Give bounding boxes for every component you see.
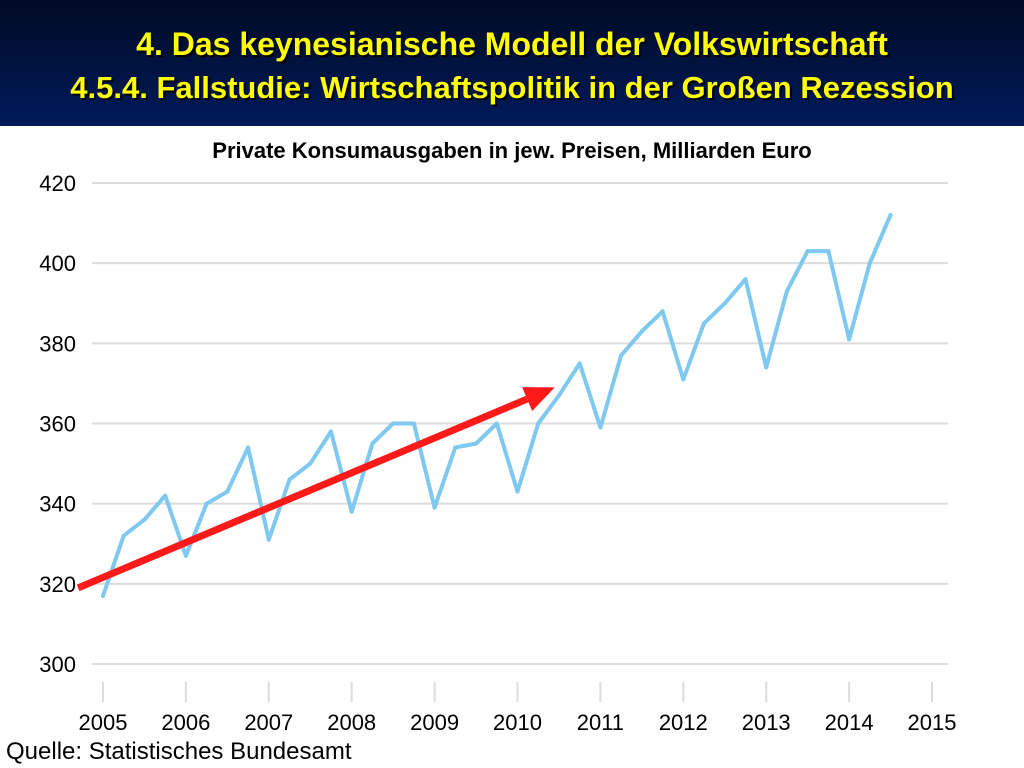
- x-tick-label: 2011: [577, 710, 624, 735]
- data-point: [536, 421, 541, 426]
- data-point: [411, 421, 416, 426]
- trend-arrow-line: [76, 395, 529, 592]
- x-tick-label: 2010: [493, 710, 542, 735]
- slide-subtitle: 4.5.4. Fallstudie: Wirtschaftspolitik in…: [70, 70, 954, 105]
- source-note: Quelle: Statistisches Bundesamt: [6, 738, 352, 765]
- data-point: [163, 493, 168, 498]
- chart-title: Private Konsumausgaben in jew. Preisen, …: [212, 138, 812, 163]
- data-point: [639, 329, 644, 334]
- data-point: [494, 421, 499, 426]
- x-tick-label: 2013: [742, 710, 791, 735]
- data-point: [722, 301, 727, 306]
- data-point: [784, 289, 789, 294]
- data-point: [619, 353, 624, 358]
- data-point: [432, 505, 437, 510]
- x-tick-label: 2007: [244, 710, 293, 735]
- data-point: [577, 361, 582, 366]
- slide-header: 4. Das keynesianische Modell der Volkswi…: [0, 0, 1024, 126]
- data-point: [764, 365, 769, 370]
- x-tick-label: 2008: [327, 710, 376, 735]
- x-tick-label: 2015: [908, 710, 957, 735]
- data-point: [681, 377, 686, 382]
- data-point: [266, 537, 271, 542]
- data-point: [101, 593, 105, 598]
- x-tick-label: 2009: [410, 710, 459, 735]
- data-point: [453, 445, 458, 450]
- x-tick-label: 2012: [659, 710, 708, 735]
- data-point: [847, 337, 852, 342]
- data-point: [702, 321, 707, 326]
- data-point: [308, 461, 313, 466]
- data-point: [142, 517, 147, 522]
- y-tick-label: 380: [39, 331, 76, 356]
- x-tick-label: 2014: [825, 710, 874, 735]
- data-point: [204, 501, 209, 506]
- y-tick-label: 300: [39, 652, 76, 677]
- data-point: [370, 441, 375, 446]
- data-point: [743, 277, 748, 282]
- series-line: [101, 213, 893, 598]
- data-point: [349, 509, 354, 514]
- data-point: [867, 261, 872, 266]
- data-point: [888, 213, 893, 218]
- x-tick-label: 2006: [161, 710, 210, 735]
- trend-arrow-head: [522, 387, 555, 412]
- data-point: [183, 553, 188, 558]
- y-tick-label: 420: [39, 171, 76, 196]
- y-tick-label: 400: [39, 251, 76, 276]
- data-point: [328, 429, 333, 434]
- data-point: [660, 309, 665, 314]
- data-point: [391, 421, 396, 426]
- data-point: [474, 441, 479, 446]
- data-point: [246, 445, 251, 450]
- y-tick-label: 340: [39, 492, 76, 517]
- data-point: [225, 489, 230, 494]
- data-point: [826, 249, 831, 254]
- data-point: [556, 393, 561, 398]
- y-tick-label: 360: [39, 412, 76, 437]
- y-tick-label: 320: [39, 572, 76, 597]
- slide-title: 4. Das keynesianische Modell der Volkswi…: [136, 26, 888, 62]
- data-point: [515, 489, 520, 494]
- x-tick-label: 2005: [79, 710, 128, 735]
- data-point: [598, 425, 603, 430]
- data-point: [805, 249, 810, 254]
- data-point: [287, 477, 292, 482]
- data-point: [121, 533, 126, 538]
